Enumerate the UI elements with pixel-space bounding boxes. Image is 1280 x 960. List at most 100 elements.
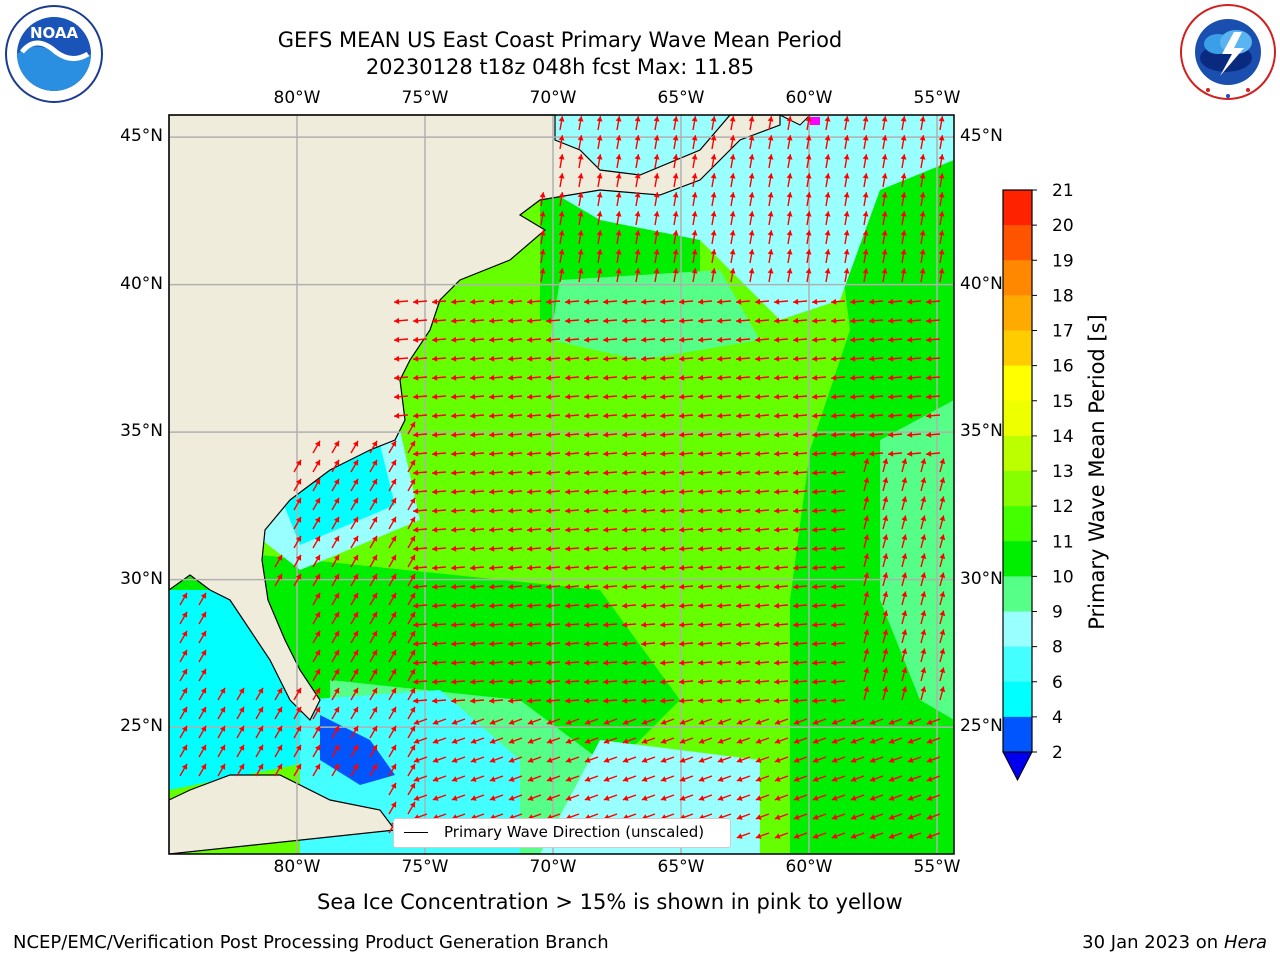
wave-arrowhead: [409, 440, 416, 447]
wave-arrowhead: [786, 154, 793, 160]
wave-arrowhead: [748, 116, 755, 122]
wave-arrowhead: [900, 268, 907, 274]
wave-arrowhead: [409, 649, 416, 656]
wave-arrowhead: [390, 611, 397, 618]
wave-arrowhead: [451, 738, 458, 744]
wave-arrowhead: [622, 317, 628, 324]
wave-arrowhead: [736, 583, 742, 590]
wave-arrowhead: [432, 317, 438, 324]
wave-arrowhead: [812, 640, 818, 647]
wave-arrowhead: [926, 833, 933, 839]
wave-arrowhead: [603, 719, 610, 725]
wave-arrowhead: [390, 459, 397, 466]
wave-arrowhead: [470, 450, 476, 457]
wave-arrowhead: [352, 687, 359, 694]
wave-arrowhead: [371, 573, 378, 580]
wave-arrowhead: [926, 757, 933, 763]
wave-arrowhead: [755, 507, 761, 514]
wave-arrowhead: [489, 317, 495, 324]
wave-arrowhead: [919, 135, 926, 141]
wave-arrowhead: [907, 298, 913, 305]
wave-arrowhead: [432, 431, 438, 438]
wave-arrowhead: [451, 621, 457, 628]
wave-arrowhead: [565, 757, 572, 763]
wave-arrowhead: [508, 507, 514, 514]
wave-arrowhead: [489, 507, 495, 514]
wave-arrowhead: [451, 469, 457, 476]
wave-arrowhead: [920, 496, 927, 503]
wave-arrowhead: [409, 630, 416, 637]
wave-arrowhead: [926, 814, 933, 820]
wave-arrowhead: [489, 659, 495, 666]
wave-arrowhead: [812, 469, 818, 476]
wave-arrowhead: [539, 192, 546, 198]
wave-arrowhead: [901, 686, 908, 693]
wave-arrowhead: [755, 526, 761, 533]
wave-arrowhead: [729, 230, 736, 236]
wave-arrowhead: [717, 317, 723, 324]
wave-arrowhead: [793, 431, 799, 438]
wave-arrowhead: [584, 583, 590, 590]
wave-arrowhead: [900, 249, 907, 255]
wave-arrowhead: [881, 154, 888, 160]
colorbar-tick-label: 14: [1052, 427, 1074, 447]
wave-arrowhead: [831, 719, 838, 725]
wave-arrowhead: [698, 450, 704, 457]
lat-label-right: 30°N: [960, 568, 1003, 589]
wave-arrowhead: [432, 393, 438, 400]
wave-arrowhead: [863, 629, 870, 636]
wave-arrowhead: [546, 298, 552, 305]
colorbar-tick-label: 2: [1052, 743, 1063, 763]
wave-arrowhead: [314, 440, 321, 447]
wave-arrowhead: [698, 336, 704, 343]
wave-arrowhead: [793, 564, 799, 571]
wave-arrowhead: [653, 116, 660, 122]
wave-arrowhead: [622, 298, 628, 305]
wave-arrowhead: [352, 535, 359, 542]
wave-arrowhead: [882, 477, 889, 484]
wave-arrowhead: [812, 564, 818, 571]
wave-arrowhead: [565, 678, 571, 685]
wave-arrowhead: [698, 298, 704, 305]
wave-arrowhead: [546, 738, 553, 744]
lon-label-bottom: 65°W: [657, 857, 705, 877]
wave-arrowhead: [641, 526, 647, 533]
wave-arrowhead: [451, 317, 457, 324]
wave-arrowhead: [622, 776, 629, 782]
wave-arrowhead: [888, 814, 895, 820]
wave-arrowhead: [907, 757, 914, 763]
wave-arrowhead: [755, 450, 761, 457]
wave-arrowhead: [584, 659, 590, 666]
colorbar-swatch: [1003, 541, 1032, 577]
wave-arrowhead: [527, 757, 534, 763]
wave-arrowhead: [584, 355, 590, 362]
wave-arrowhead: [888, 776, 895, 782]
wave-arrowhead: [238, 725, 245, 732]
wave-arrowhead: [793, 336, 799, 343]
wave-arrowhead: [660, 374, 666, 381]
wave-arrowhead: [432, 757, 439, 763]
wave-arrowhead: [691, 173, 698, 179]
wave-arrowhead: [314, 478, 321, 485]
wave-arrowhead: [409, 611, 416, 618]
wave-arrowhead: [862, 135, 869, 141]
wave-arrowhead: [698, 317, 704, 324]
wave-arrowhead: [938, 211, 945, 217]
wave-arrowhead: [527, 719, 534, 725]
wave-arrowhead: [939, 496, 946, 503]
wave-arrowhead: [660, 719, 667, 725]
wave-arrowhead: [717, 697, 723, 704]
wave-arrowhead: [558, 116, 565, 122]
wave-arrowhead: [546, 719, 553, 725]
wave-arrowhead: [653, 268, 660, 274]
wave-arrowhead: [603, 678, 609, 685]
colorbar: 2 4 6 8 9 10 11 12 13 14 15 16 17 18 19 20 21: [1002, 181, 1074, 782]
wave-arrowhead: [413, 431, 419, 438]
colorbar-swatch: [1003, 681, 1032, 718]
wave-arrowhead: [805, 211, 812, 217]
wave-arrowhead: [748, 192, 755, 198]
wave-arrowhead: [603, 545, 609, 552]
wave-arrowhead: [926, 719, 933, 725]
wave-arrowhead: [451, 640, 457, 647]
wave-arrowhead: [888, 412, 894, 419]
